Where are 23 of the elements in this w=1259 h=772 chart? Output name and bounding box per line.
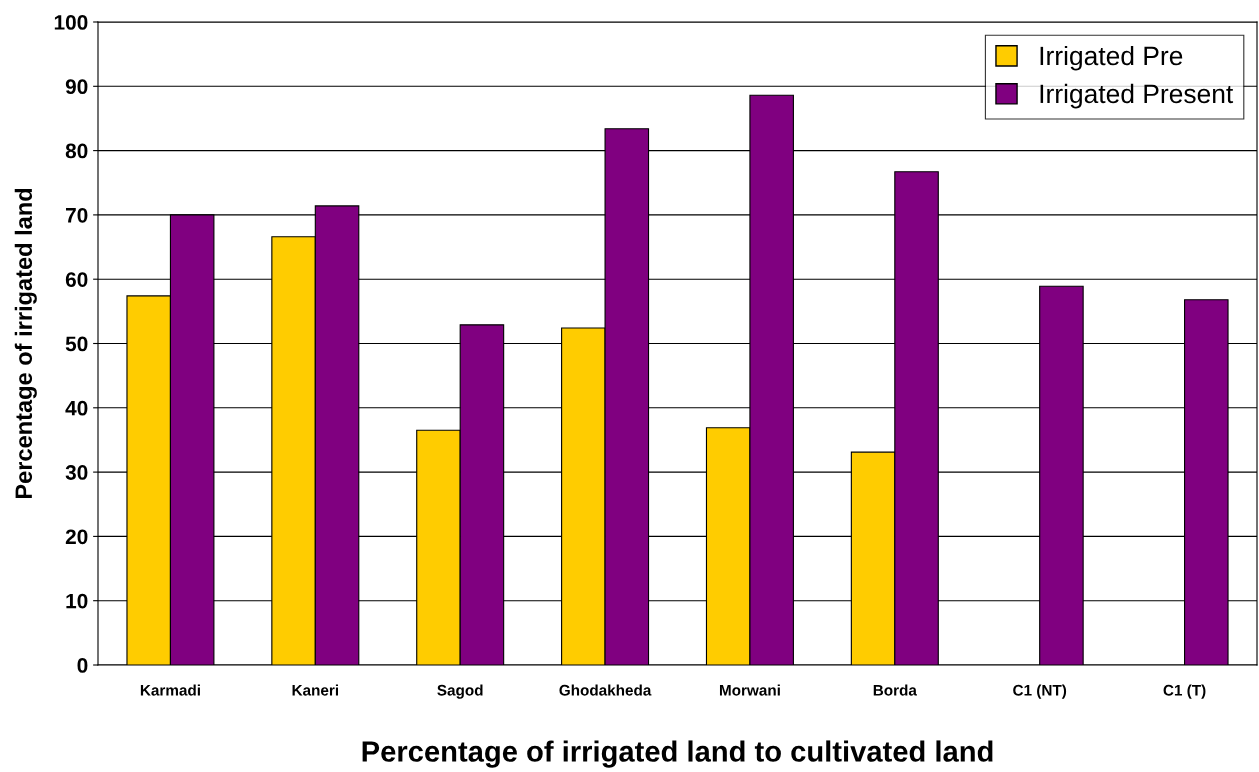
y-tick-label: 10 [66, 593, 88, 609]
legend-label: Irrigated Pre [1040, 45, 1183, 71]
y-tick-label: 60 [65, 272, 88, 287]
x-tick-label: Kaneri [292, 684, 339, 696]
y-tick-label: 70 [66, 207, 88, 223]
y-tick-label: 30 [65, 465, 88, 480]
y-tick-label: 50 [65, 336, 88, 352]
x-tick-label: Karmadi [140, 684, 200, 696]
y-tick-label: 80 [65, 143, 88, 159]
x-tick-label: C1 (T) [1163, 684, 1206, 699]
x-tick-label: C1 (NT) [1013, 684, 1067, 699]
y-axis-title: Percentage of irrigated land [14, 188, 37, 499]
x-tick-label: Sagod [437, 684, 483, 699]
x-tick-label: Ghodakheda [559, 684, 652, 696]
y-tick-label: 100 [54, 15, 88, 30]
y-tick-label: 0 [77, 658, 88, 673]
y-tick-label: 40 [65, 400, 88, 416]
y-tick-label: 20 [65, 529, 88, 545]
legend-label: Irrigated Present [1040, 83, 1234, 109]
x-tick-label: Borda [873, 684, 917, 696]
x-tick-label: Morwani [719, 684, 780, 696]
y-tick-label: 90 [65, 79, 88, 95]
x-axis-title: Percentage of irrigated land to cultivated land [362, 740, 993, 768]
